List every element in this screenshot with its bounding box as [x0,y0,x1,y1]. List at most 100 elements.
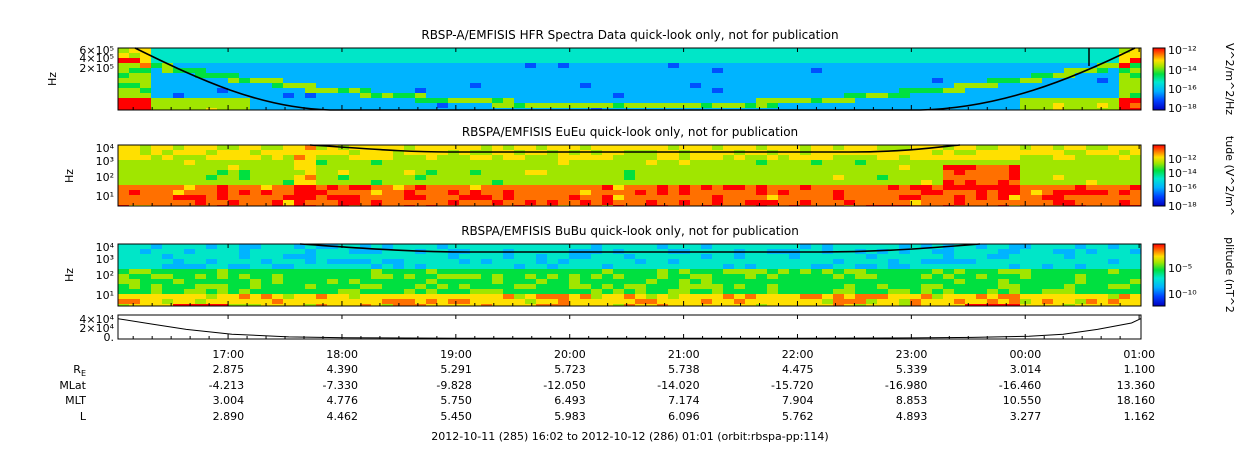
spectrogram-cell [1097,48,1109,54]
spectrogram-cell [668,88,680,94]
spectrogram-cell [833,68,845,74]
spectrogram-cell [844,83,856,89]
spectrogram-cell [855,160,867,166]
spectrogram-cell [448,98,460,104]
spectrogram-cell [844,165,856,171]
spectrogram-cell [569,294,581,300]
spectrogram-cell [525,254,537,260]
spectrogram-cell [679,304,691,307]
spectrogram-cell [624,83,636,89]
spectrogram-cell [118,180,130,186]
spectrogram-cell [855,299,867,305]
spectrogram-cell [1009,259,1021,265]
spectrogram-cell [1119,53,1131,59]
spectrogram-cell [1031,145,1043,151]
spectrogram-cell [448,103,460,109]
spectrogram-cell [338,200,350,206]
spectrogram-cell [1031,108,1043,111]
spectrogram-cell [1086,190,1098,196]
spectrogram-cell [1064,93,1076,99]
spectrogram-cell [998,195,1010,201]
spectrogram-cell [899,244,911,250]
spectrogram-cell [206,195,218,201]
spectrogram-cell [294,249,306,255]
spectrogram-cell [1064,190,1076,196]
spectrogram-cell [415,259,427,265]
spectrogram-cell [668,175,680,181]
spectrogram-cell [547,299,559,305]
spectrogram-cell [173,170,185,176]
spectrogram-cell [1086,264,1098,270]
colorbar-tick: 10⁻¹⁸ [1168,102,1197,115]
spectrogram-cell [855,279,867,285]
spectrogram-cell [657,200,669,206]
spectrogram-cell [448,83,460,89]
spectrogram-cell [492,264,504,270]
spectrogram-cell [899,103,911,109]
spectrogram-cell [811,165,823,171]
spectrogram-cell [118,254,130,260]
spectrogram-cell [965,185,977,191]
spectrogram-cell [778,83,790,89]
spectrogram-cell [239,274,251,280]
spectrogram-cell [965,83,977,89]
spectrogram-cell [162,83,174,89]
spectrogram-cell [338,83,350,89]
spectrogram-cell [514,264,526,270]
spectrogram-cell [789,68,801,74]
spectrogram-cell [415,93,427,99]
spectrogram-cell [921,180,933,186]
spectrogram-cell [558,58,570,64]
spectrogram-cell [987,294,999,300]
spectrogram-cell [217,150,229,156]
spectrogram-cell [778,160,790,166]
spectrogram-cell [899,195,911,201]
spectrogram-cell [954,175,966,181]
spectrogram-cell [382,73,394,79]
spectrogram-cell [228,284,240,290]
spectrogram-cell [767,160,779,166]
spectrogram-cell [679,145,691,151]
spectrogram-cell [206,279,218,285]
spectrogram-cell [591,175,603,181]
spectrogram-cell [767,274,779,280]
spectrogram-cell [437,78,449,84]
spectrogram-cell [316,103,328,109]
spectrogram-cell [789,254,801,260]
spectrogram-cell [844,200,856,206]
spectrogram-cell [756,180,768,186]
spectrogram-cell [1009,68,1021,74]
spectrogram-cell [250,93,262,99]
spectrogram-cell [954,58,966,64]
colorbar-label: tude (V^2/m^ [1223,136,1236,216]
spectrogram-cell [261,170,273,176]
spectrogram-cell [525,78,537,84]
spectrogram-cell [591,73,603,79]
spectrogram-cell [899,185,911,191]
spectrogram-cell [734,103,746,109]
spectrogram-cell [877,53,889,59]
spectrogram-cell [151,155,163,161]
spectrogram-cell [1031,200,1043,206]
spectrogram-cell [569,269,581,275]
spectrogram-cell [360,299,372,305]
spectrogram-cell [613,294,625,300]
spectrogram-cell [1064,254,1076,260]
spectrogram-cell [503,98,515,104]
spectrogram-cell [1097,304,1109,307]
spectrogram-cell [1009,269,1021,275]
spectrogram-cell [173,294,185,300]
spectrogram-cell [272,88,284,94]
spectrogram-cell [228,93,240,99]
spectrogram-cell [1053,48,1065,54]
spectrogram-cell [217,175,229,181]
spectrogram-cell [327,165,339,171]
spectrogram-cell [998,150,1010,156]
spectrogram-cell [316,304,328,307]
spectrogram-cell [591,78,603,84]
spectrogram-cell [558,78,570,84]
spectrogram-cell [459,103,471,109]
spectrogram-cell [668,284,680,290]
spectrogram-cell [294,68,306,74]
spectrogram-cell [921,88,933,94]
